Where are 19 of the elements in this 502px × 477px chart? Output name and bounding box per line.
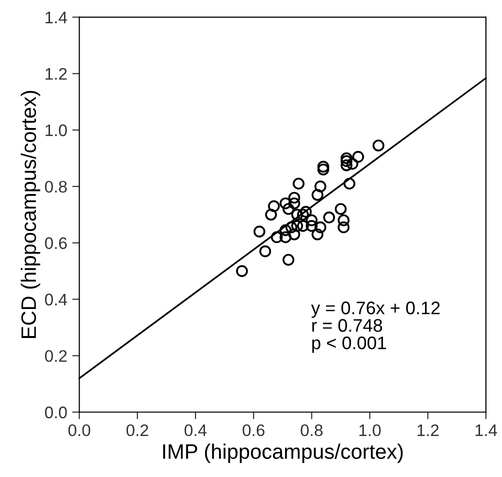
y-tick-label: 0.0 <box>44 406 67 418</box>
x-tick-label: 0.0 <box>68 424 90 436</box>
x-tick-label: 1.4 <box>476 424 498 436</box>
y-tick-label: 1.4 <box>46 12 68 24</box>
x-tick-label: 1.2 <box>418 424 439 436</box>
y-tick-label: 0.4 <box>44 294 68 306</box>
y-tick-label: 0.2 <box>44 350 67 362</box>
y-axis-title: ECD (hippocampus/cortex) <box>20 90 40 338</box>
x-axis-title: IMP (hippocampus/cortex) <box>163 444 403 464</box>
y-tick-label: 1.2 <box>46 68 67 80</box>
y-tick-label: 0.8 <box>44 180 67 193</box>
x-tick-label: 0.2 <box>126 424 148 436</box>
x-tick-label: 0.4 <box>184 424 207 436</box>
x-tick-label: 1.0 <box>359 424 381 436</box>
annotation: y = 0.76x + 0.12 r = 0.748 p < 0.001 <box>311 302 440 353</box>
x-tick-label: 0.8 <box>300 424 323 436</box>
y-tick-label: 1.0 <box>46 124 67 136</box>
x-tick-label: 0.6 <box>242 424 264 436</box>
y-tick-label: 0.6 <box>44 237 67 250</box>
